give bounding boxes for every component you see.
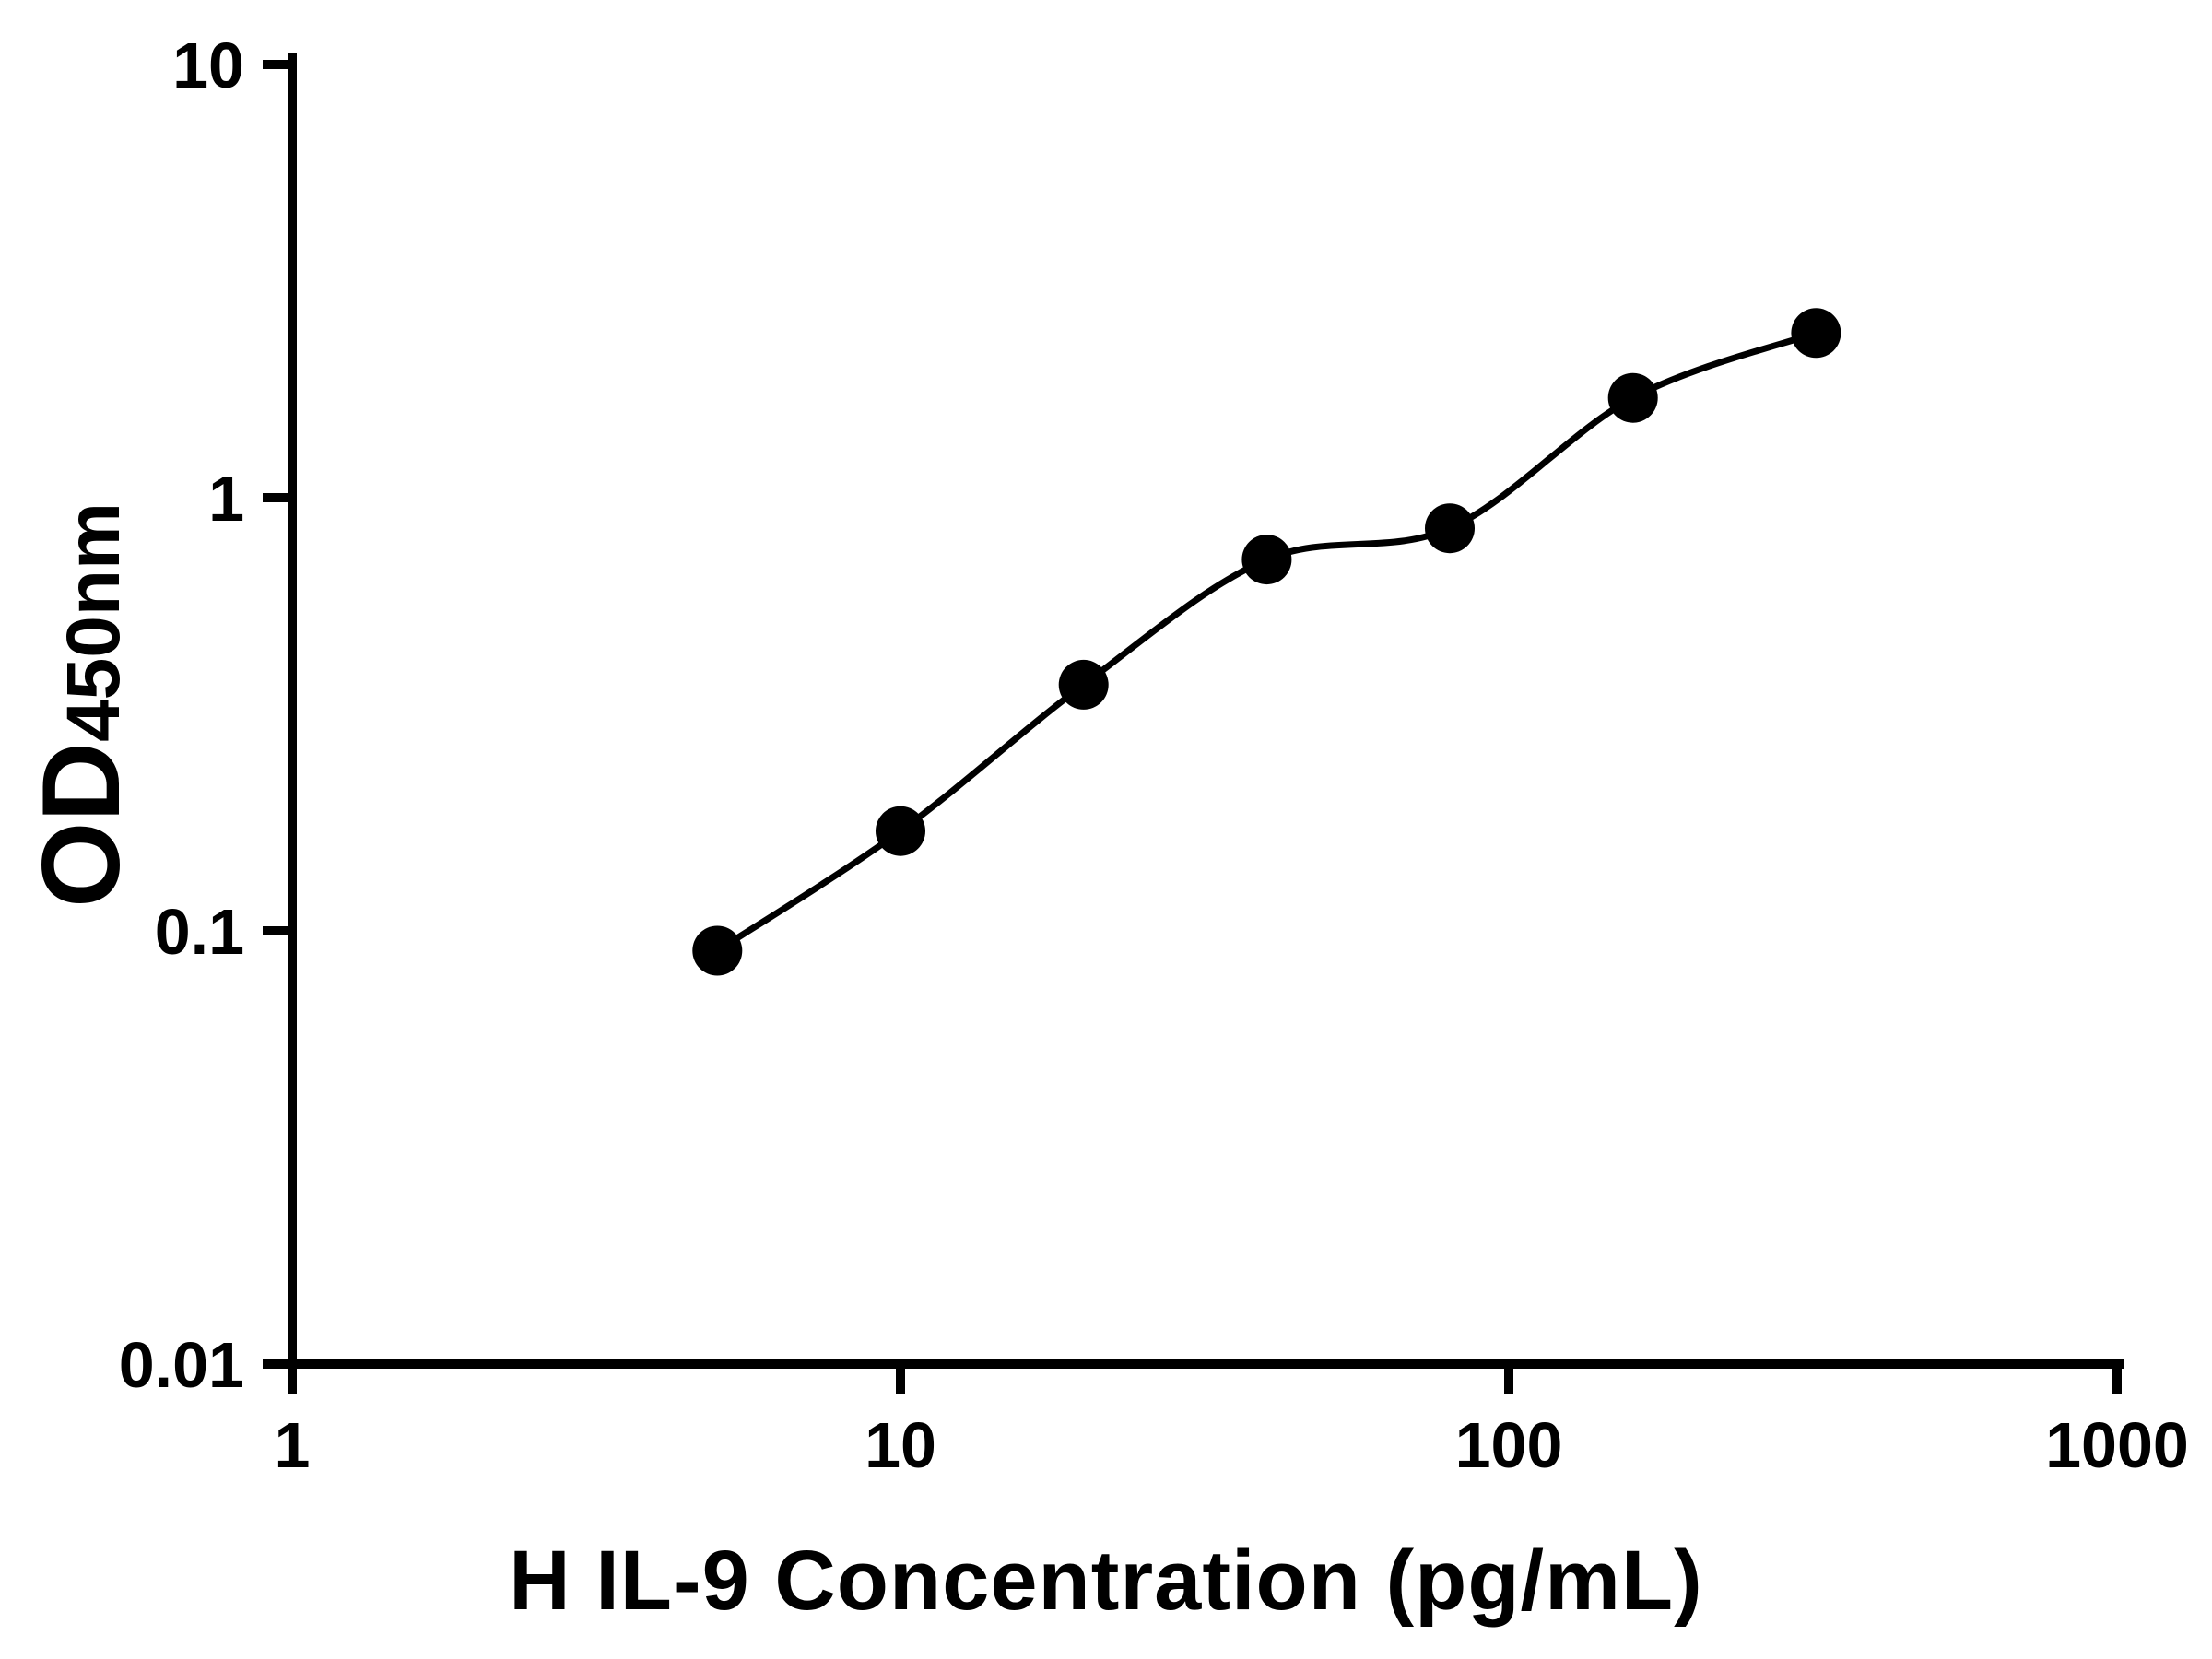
y-tick-label: 10 [172, 29, 244, 101]
axes-lines [288, 53, 2124, 1369]
data-point [876, 806, 925, 856]
y-tick-label: 0.01 [119, 1329, 244, 1401]
x-axis-title: H IL-9 Concentration (pg/mL) [509, 1534, 1703, 1628]
x-tick-label: 10 [865, 1409, 936, 1481]
data-point [1607, 372, 1658, 423]
fit-curve [715, 329, 1818, 954]
data-point [692, 925, 743, 976]
data-point [1058, 659, 1109, 710]
y-tick-label: 0.1 [155, 896, 244, 968]
x-tick-label: 1 [275, 1409, 311, 1481]
x-tick-label: 1000 [2045, 1409, 2189, 1481]
y-tick-label: 1 [208, 463, 244, 535]
data-point [1425, 503, 1475, 554]
data-point [1791, 308, 1841, 359]
data-point [1241, 535, 1292, 585]
y-axis-title-main: OD [19, 741, 143, 908]
x-tick-label: 100 [1455, 1409, 1563, 1481]
y-axis-title: OD450nm [12, 382, 150, 1028]
y-axis-title-sub: 450nm [52, 502, 135, 742]
